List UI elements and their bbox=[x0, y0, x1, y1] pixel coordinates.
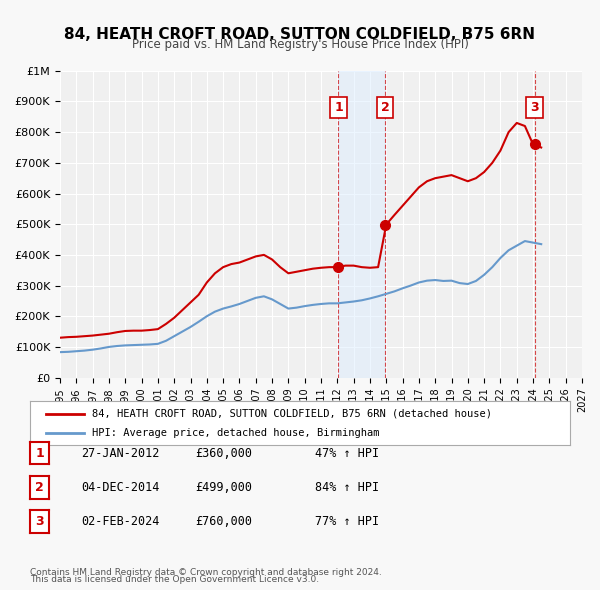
Text: 3: 3 bbox=[35, 515, 44, 528]
Text: 77% ↑ HPI: 77% ↑ HPI bbox=[315, 515, 379, 528]
Text: 2: 2 bbox=[380, 101, 389, 114]
Bar bbox=[338, 71, 385, 378]
Text: 1: 1 bbox=[35, 447, 44, 460]
Text: 84% ↑ HPI: 84% ↑ HPI bbox=[315, 481, 379, 494]
Text: £360,000: £360,000 bbox=[195, 447, 252, 460]
Text: 84, HEATH CROFT ROAD, SUTTON COLDFIELD, B75 6RN: 84, HEATH CROFT ROAD, SUTTON COLDFIELD, … bbox=[65, 27, 536, 41]
Text: This data is licensed under the Open Government Licence v3.0.: This data is licensed under the Open Gov… bbox=[30, 575, 319, 584]
Text: Price paid vs. HM Land Registry's House Price Index (HPI): Price paid vs. HM Land Registry's House … bbox=[131, 38, 469, 51]
Text: £499,000: £499,000 bbox=[195, 481, 252, 494]
Text: 1: 1 bbox=[334, 101, 343, 114]
Text: 27-JAN-2012: 27-JAN-2012 bbox=[81, 447, 160, 460]
Text: 02-FEB-2024: 02-FEB-2024 bbox=[81, 515, 160, 528]
Text: 84, HEATH CROFT ROAD, SUTTON COLDFIELD, B75 6RN (detached house): 84, HEATH CROFT ROAD, SUTTON COLDFIELD, … bbox=[92, 409, 492, 418]
Text: HPI: Average price, detached house, Birmingham: HPI: Average price, detached house, Birm… bbox=[92, 428, 380, 438]
Text: £760,000: £760,000 bbox=[195, 515, 252, 528]
Text: 2: 2 bbox=[35, 481, 44, 494]
Text: 3: 3 bbox=[530, 101, 539, 114]
Text: Contains HM Land Registry data © Crown copyright and database right 2024.: Contains HM Land Registry data © Crown c… bbox=[30, 568, 382, 577]
Text: 04-DEC-2014: 04-DEC-2014 bbox=[81, 481, 160, 494]
Text: 47% ↑ HPI: 47% ↑ HPI bbox=[315, 447, 379, 460]
